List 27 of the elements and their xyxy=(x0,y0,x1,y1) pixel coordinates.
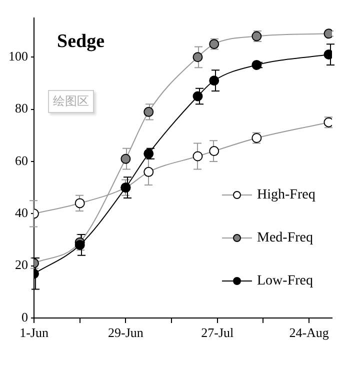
legend-label: Med-Freq xyxy=(257,230,313,246)
text: Sedge xyxy=(57,31,104,52)
point xyxy=(192,91,203,102)
point xyxy=(192,151,203,162)
point xyxy=(74,240,85,250)
y-tick-label: 80 xyxy=(15,100,28,116)
point xyxy=(120,154,131,164)
point xyxy=(209,76,220,86)
y-tick-label: 40 xyxy=(15,205,28,220)
annotation: 绘图区 xyxy=(48,90,94,113)
x-tick-label: 29-Jun xyxy=(108,325,144,340)
x-tick-label: 27-Jul xyxy=(201,325,234,340)
legend-label: Low-Freq xyxy=(257,274,313,289)
y-tick-label: 100 xyxy=(8,48,28,64)
y-tick-label: 20 xyxy=(15,257,28,272)
point xyxy=(74,198,85,208)
point xyxy=(144,106,154,117)
x-tick-label: 24-Aug xyxy=(289,325,330,340)
point xyxy=(252,60,262,70)
point xyxy=(192,52,203,62)
y-tick-label: 0 xyxy=(22,309,28,324)
point xyxy=(144,148,154,159)
y-tick-label: 60 xyxy=(15,152,28,168)
point xyxy=(209,146,220,156)
legend-label: High-Freq xyxy=(257,188,316,203)
point xyxy=(144,166,154,177)
x-tick-label: 1-Jun xyxy=(20,325,49,340)
